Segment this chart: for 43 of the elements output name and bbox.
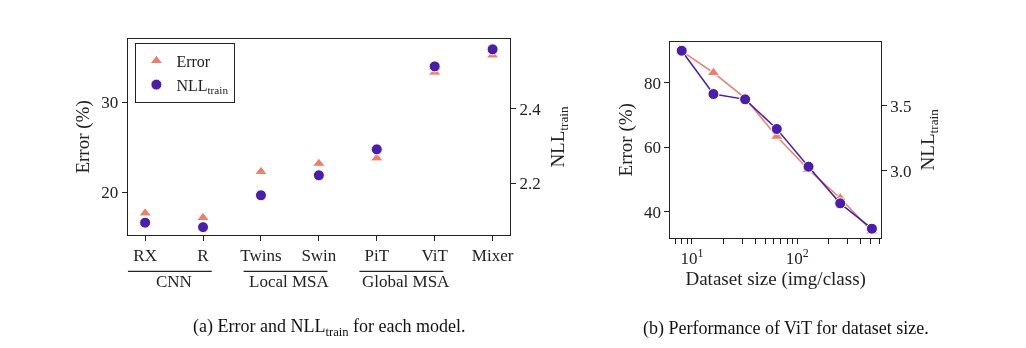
point: [197, 221, 210, 234]
y-tick-label: 80: [644, 73, 662, 93]
x-tick-label: 10$^{1}$: [680, 245, 704, 269]
legend-label: NLL$_{train}$: [176, 76, 229, 97]
y2-tick-label: 2.4: [519, 99, 542, 119]
x-tick-label: 10$^{2}$: [785, 245, 809, 269]
point: [428, 60, 441, 73]
y-tick-label: 40: [644, 202, 662, 222]
point: [834, 197, 847, 210]
point: [312, 157, 326, 167]
y-tick-label: 20: [101, 183, 119, 203]
y-tick-label: 30: [101, 93, 119, 113]
y2-tick-label: 3.0: [890, 161, 912, 181]
y-tick-label: 60: [644, 138, 662, 158]
text: Global MSA: [362, 272, 451, 291]
text: (a) Error and NLL$_{train}$ for each model.: [193, 316, 466, 339]
point: [254, 189, 267, 202]
point: [486, 43, 499, 56]
y-axis-title: Error (%): [614, 103, 637, 177]
x-tick-label: PiT: [364, 246, 390, 266]
y2-tick-label: 3.5: [890, 96, 912, 116]
text: CNN: [156, 272, 192, 291]
text: Local MSA: [249, 272, 330, 291]
point: [138, 207, 152, 217]
x-tick-label: R: [197, 246, 210, 266]
point: [739, 93, 752, 106]
point: [370, 143, 383, 156]
point: [312, 169, 325, 182]
x-axis-title: Dataset size (img/class): [685, 268, 866, 291]
legend-label: Error: [176, 53, 211, 71]
x-tick-label: Swin: [301, 246, 337, 266]
x-tick-label: ViT: [421, 246, 449, 266]
point: [196, 211, 210, 221]
point: [707, 88, 720, 101]
y2-tick-label: 2.2: [519, 174, 541, 193]
x-tick-label: RX: [133, 246, 157, 266]
point: [254, 165, 268, 175]
point: [770, 123, 783, 135]
x-tick-label: Mixer: [471, 246, 514, 266]
point: [139, 216, 152, 229]
y-axis-title: Error (%): [72, 100, 95, 174]
text: (b) Performance of ViT for dataset size.: [643, 318, 929, 339]
x-tick-label: Twins: [240, 246, 282, 266]
